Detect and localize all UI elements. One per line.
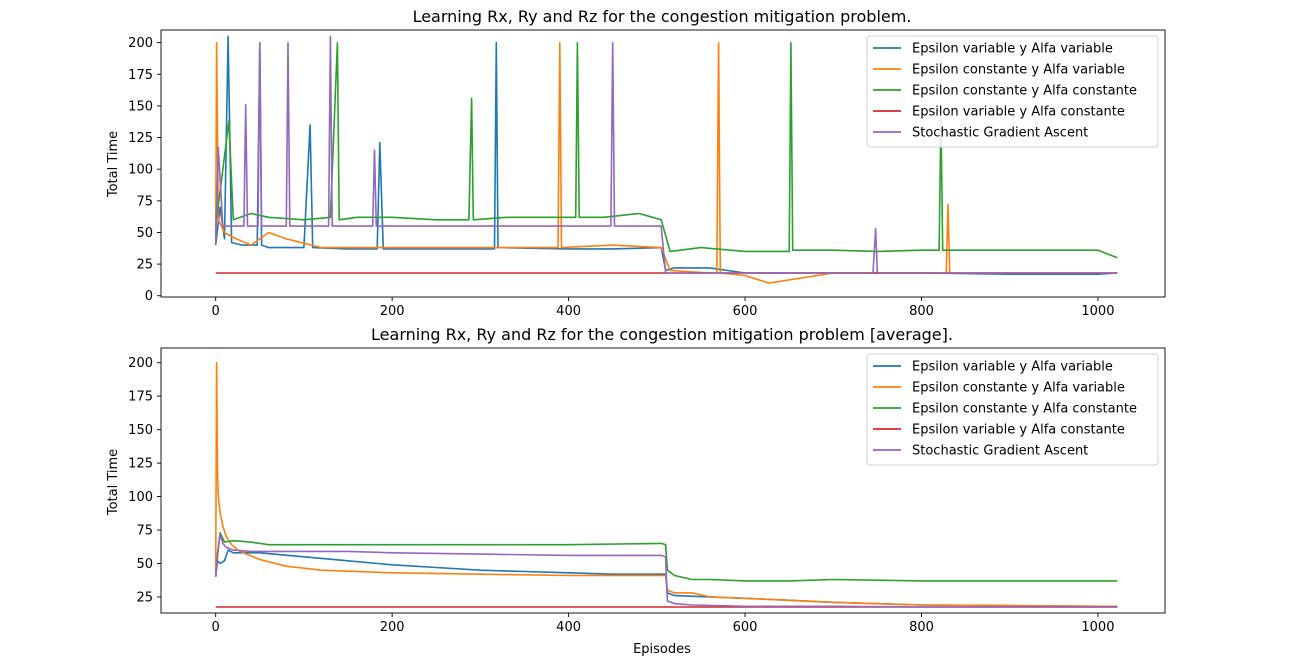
y-tick-label: 25 (136, 590, 153, 605)
x-tick-label: 1000 (1081, 620, 1114, 635)
series-line (214, 35, 1118, 274)
plot-frame (160, 347, 1166, 614)
x-tick-label: 800 (909, 620, 934, 635)
legend-entry: Epsilon constante y Alfa constante (912, 84, 1137, 99)
y-tick-label: 75 (136, 194, 153, 209)
chart-title: Learning Rx, Ry and Rz for the congestio… (413, 7, 912, 26)
axes-frame (160, 347, 1166, 614)
series-line (214, 361, 1118, 608)
plot-frame (160, 29, 1166, 298)
x-axis-label: Episodes (633, 642, 691, 657)
x-tick-label: 0 (212, 620, 220, 635)
ticks: 0 200 400 600 800 1000 0 25 50 75 100 125 150 175 200 (128, 36, 1114, 319)
legend-entry: Epsilon variable y Alfa constante (912, 105, 1125, 120)
x-tick-label: 600 (733, 304, 758, 319)
chart-raw: Learning Rx, Ry and Rz for the congestio… (106, 7, 1166, 319)
y-tick-label: 125 (128, 457, 153, 472)
x-tick-label: 0 (212, 304, 220, 319)
x-tick-label: 200 (380, 304, 405, 319)
y-tick-label: 100 (128, 490, 153, 505)
x-tick-label: 400 (556, 620, 581, 635)
y-tick-label: 200 (128, 356, 153, 371)
legend-box (866, 353, 1159, 466)
y-tick-label: 100 (128, 163, 153, 178)
axes-frame (160, 29, 1166, 298)
series-lines (214, 361, 1118, 608)
ticks: 0 200 400 600 800 1000 25 50 75 100 125 150 175 200 (128, 356, 1114, 635)
series-lines (214, 35, 1118, 284)
legend-entry: Stochastic Gradient Ascent (912, 126, 1088, 141)
x-tick-label: 800 (909, 304, 934, 319)
series-line (214, 533, 1118, 608)
legend-entry: Stochastic Gradient Ascent (912, 444, 1088, 459)
x-tick-label: 1000 (1081, 304, 1114, 319)
legend-entry: Epsilon variable y Alfa variable (912, 42, 1113, 57)
y-tick-label: 150 (128, 423, 153, 438)
legend-entry: Epsilon constante y Alfa variable (912, 63, 1125, 78)
y-tick-label: 175 (128, 390, 153, 405)
y-tick-label: 200 (128, 36, 153, 51)
y-tick-label: 150 (128, 99, 153, 114)
x-tick-label: 200 (380, 620, 405, 635)
y-axis-label: Total Time (106, 449, 121, 516)
series-line (214, 531, 1118, 582)
y-tick-label: 50 (136, 226, 153, 241)
legend-entry: Epsilon variable y Alfa constante (912, 423, 1125, 438)
y-tick-label: 0 (145, 289, 153, 304)
y-tick-label: 25 (136, 258, 153, 273)
x-tick-label: 400 (556, 304, 581, 319)
legend-box (866, 35, 1159, 148)
legend: Epsilon variable y Alfa variable Epsilon … (866, 35, 1159, 148)
y-tick-label: 50 (136, 557, 153, 572)
chart-average: Learning Rx, Ry and Rz for the congestio… (106, 325, 1166, 657)
y-tick-label: 125 (128, 131, 153, 146)
legend: Epsilon variable y Alfa variable Epsilon … (866, 353, 1159, 466)
chart-title: Learning Rx, Ry and Rz for the congestio… (371, 325, 953, 344)
y-tick-label: 175 (128, 68, 153, 83)
y-tick-label: 75 (136, 524, 153, 539)
x-tick-label: 600 (733, 620, 758, 635)
legend-entry: Epsilon variable y Alfa variable (912, 360, 1113, 375)
legend-entry: Epsilon constante y Alfa constante (912, 402, 1137, 417)
legend-entry: Epsilon constante y Alfa variable (912, 381, 1125, 396)
series-line (214, 41, 1118, 259)
y-axis-label: Total Time (106, 131, 121, 198)
